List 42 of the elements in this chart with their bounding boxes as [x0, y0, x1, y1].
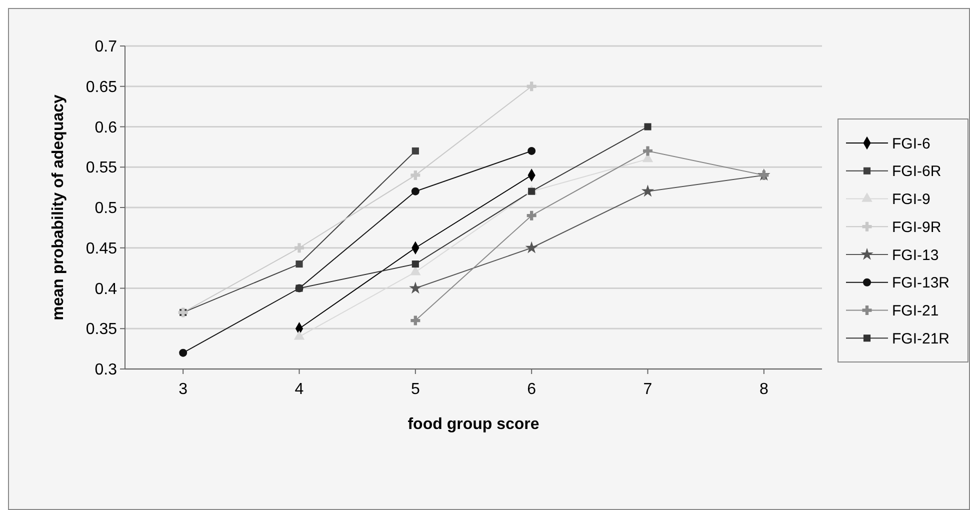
y-tick-label: 0.6 [94, 119, 118, 136]
x-tick-label: 5 [410, 381, 420, 398]
point [410, 170, 420, 180]
point [412, 147, 419, 155]
point [641, 184, 654, 197]
y-tick-label: 0.45 [86, 240, 118, 258]
point [296, 260, 303, 268]
point [643, 146, 652, 156]
point [525, 241, 538, 254]
y-tick-label: 0.35 [86, 321, 118, 338]
legend-label: FGI-21R [892, 330, 950, 348]
y-axis-title: mean probability of adequacy [50, 94, 67, 320]
x-tick-label: 8 [759, 381, 768, 398]
legend-label: FGI-13R [892, 274, 950, 292]
y-tick-label: 0.3 [94, 362, 118, 379]
x-tick-label: 4 [294, 381, 304, 398]
point [412, 260, 419, 268]
x-axis-title: food group score [408, 416, 540, 433]
point [179, 348, 188, 357]
point [644, 123, 652, 130]
point [294, 330, 305, 340]
y-tick-label: 0.55 [86, 160, 118, 177]
point [526, 210, 536, 220]
legend-label: FGI-6R [892, 163, 942, 180]
legend-label: FGI-9 [892, 191, 930, 208]
point [411, 187, 420, 196]
y-tick-label: 0.7 [94, 38, 118, 56]
legend-label: FGI-13 [892, 246, 939, 264]
y-tick-label: 0.4 [94, 280, 118, 298]
point [410, 316, 420, 326]
legend-label: FGI-21 [892, 302, 939, 320]
legend-label: FGI-6 [892, 135, 930, 152]
y-tick-label: 0.5 [94, 200, 118, 218]
x-tick-label: 6 [527, 381, 536, 398]
y-tick-label: 0.65 [86, 78, 118, 96]
point [526, 82, 536, 92]
legend-label: FGI-9R [892, 218, 942, 236]
point [528, 146, 536, 155]
point [294, 243, 304, 253]
point [409, 282, 422, 294]
x-tick-label: 3 [178, 381, 188, 398]
x-tick-label: 7 [643, 381, 652, 398]
